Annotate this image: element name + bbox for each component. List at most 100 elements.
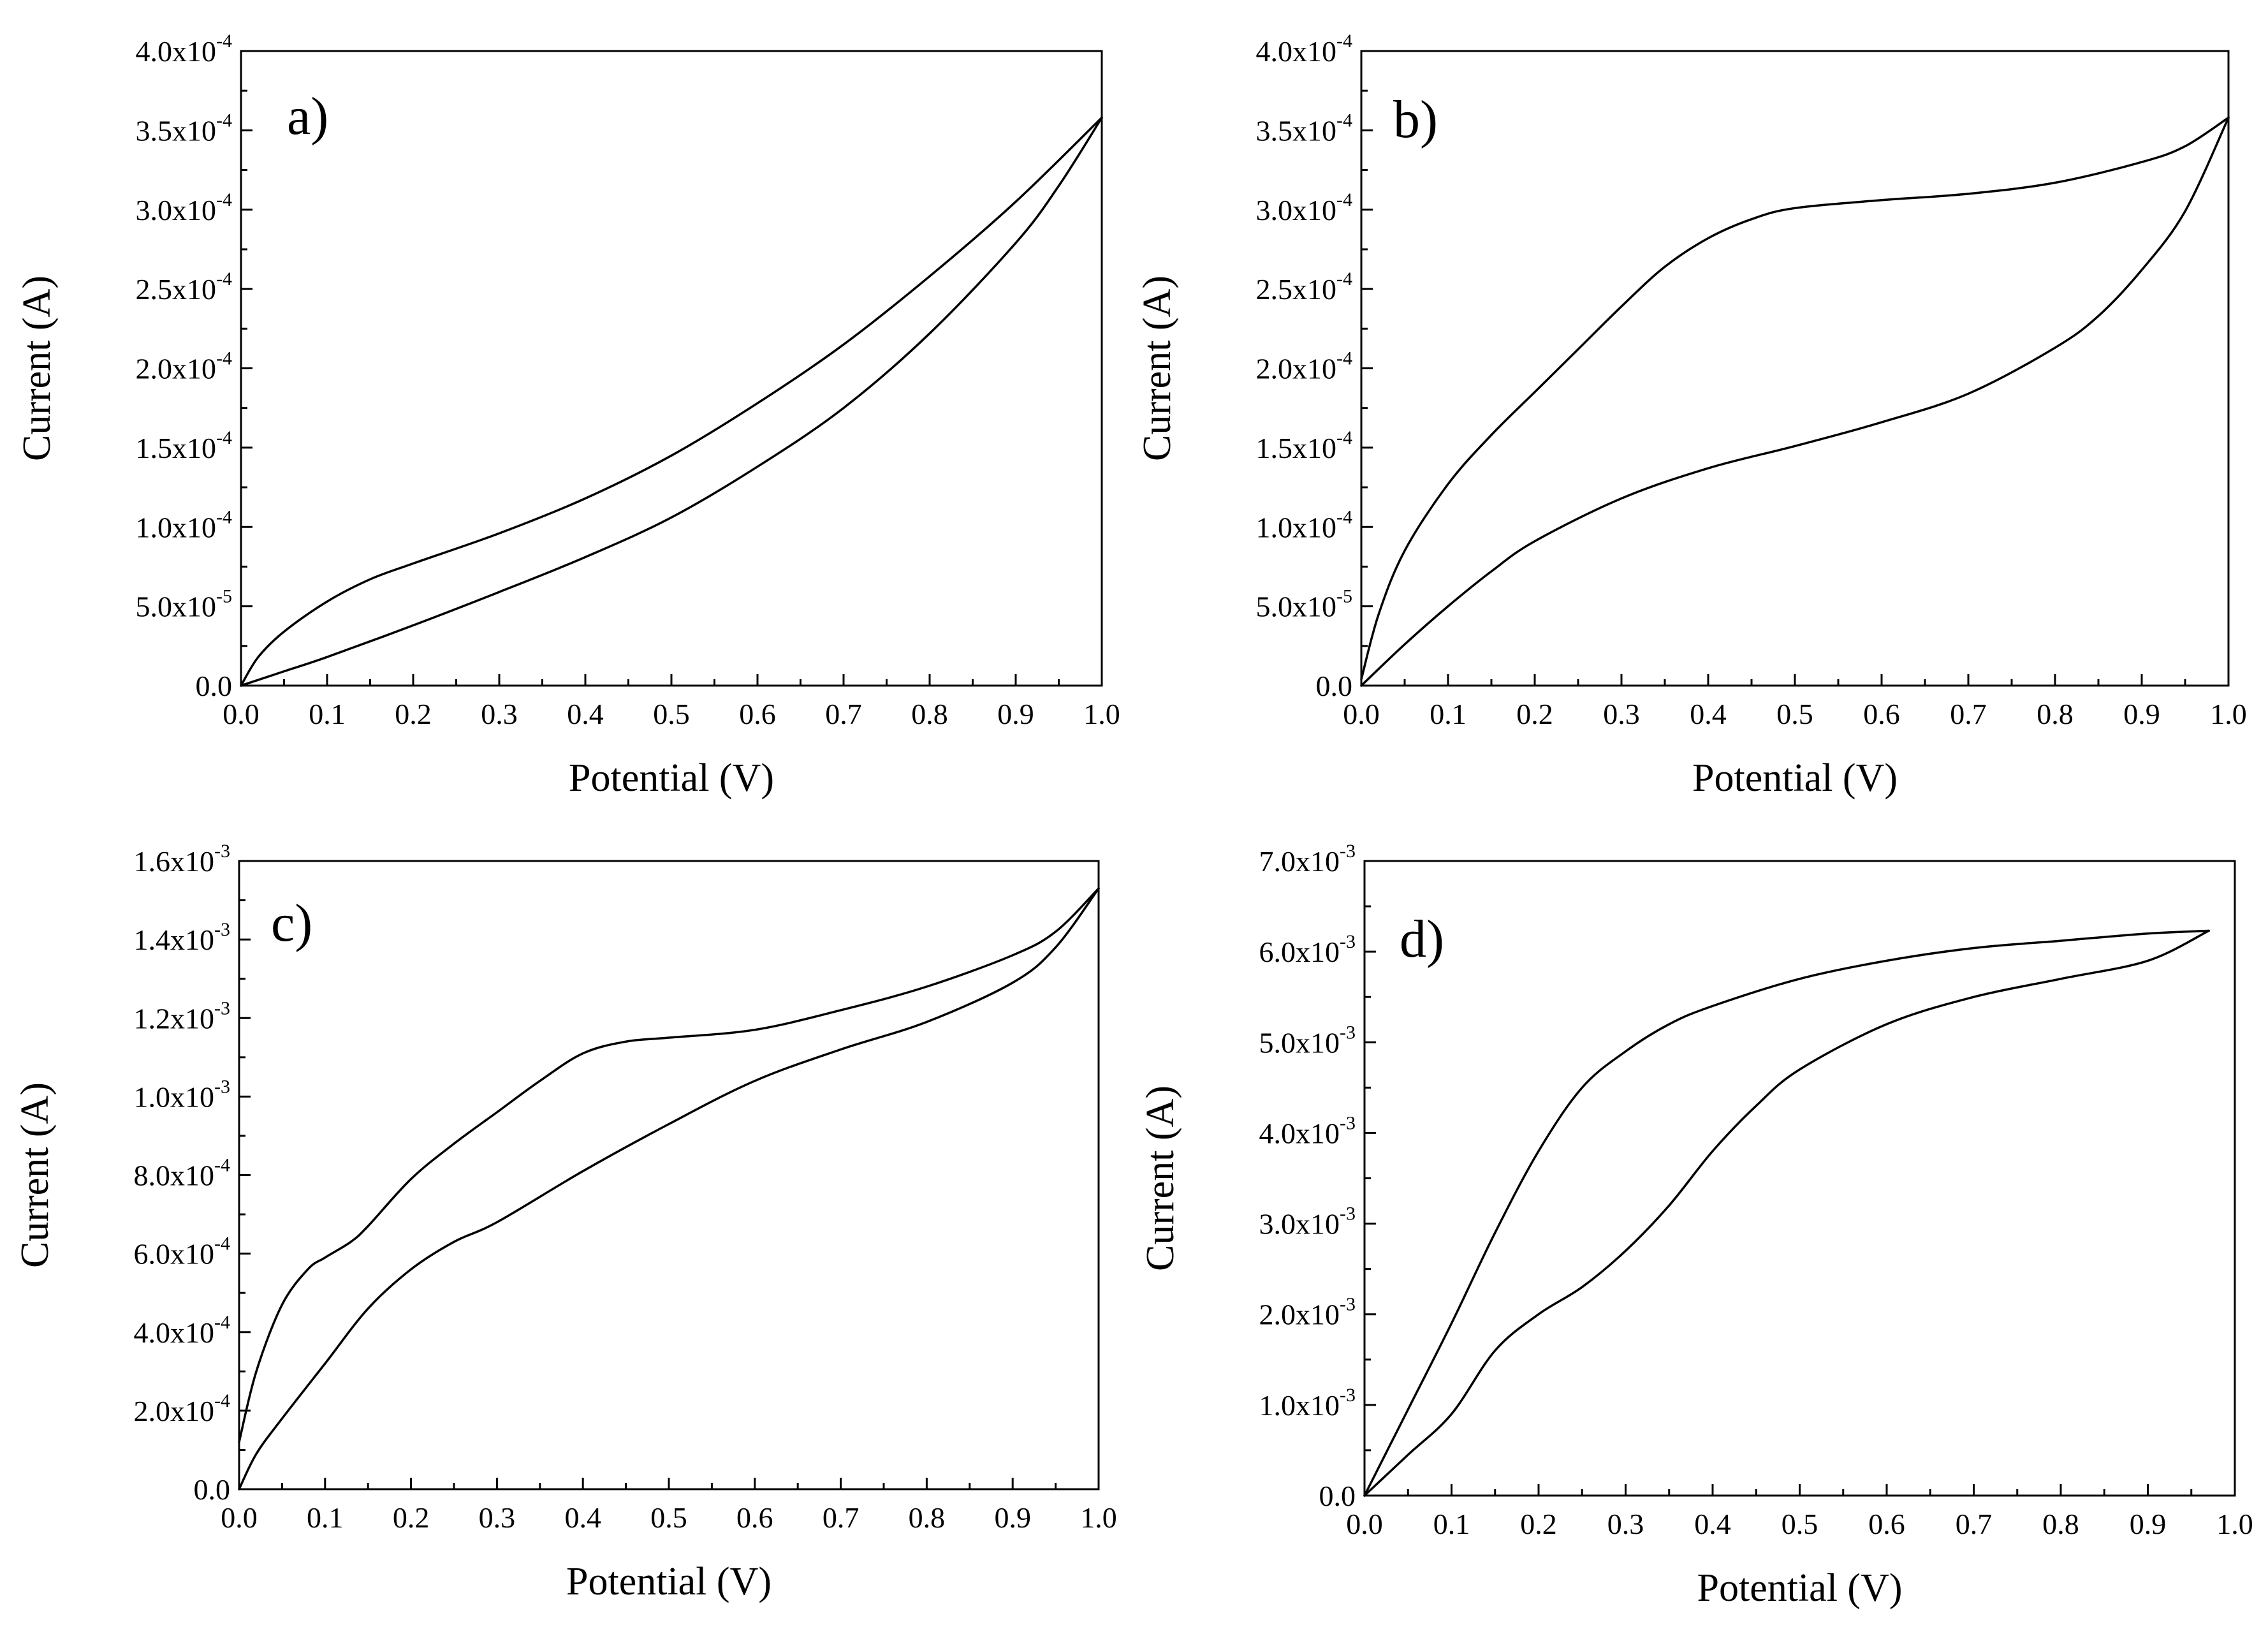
panel-letter: d) [1400, 909, 1444, 969]
plot-frame [1363, 860, 2236, 1497]
reverse-scan-curve [1363, 929, 2210, 1497]
panel-a: 0.0 0.1 0.2 0.3 0.4 0.5 0.6 0.7 0.8 0.9 1.0 0.0 5.0x… [15, 31, 1120, 800]
plot-frame [238, 860, 1100, 1490]
x-tick-label: 0.3 [481, 698, 518, 730]
x-tick-label: 0.4 [567, 698, 604, 730]
reverse-scan-curve [238, 887, 1100, 1490]
y-tick-label: 1.2x10-3 [134, 997, 231, 1034]
x-axis-label: Potential (V) [566, 1560, 772, 1603]
y-tick-label: 0.0 [194, 1473, 231, 1506]
y-tick-label: 1.0x10-4 [1256, 506, 1353, 543]
forward-scan-curve [1363, 929, 2210, 1497]
x-tick-label: 0.5 [1781, 1508, 1818, 1540]
x-tick-label: 0.4 [1690, 698, 1727, 730]
x-tick-label: 0.5 [650, 1501, 687, 1534]
y-tick-label: 0.0 [196, 670, 233, 702]
x-tick-label: 0.2 [393, 1501, 430, 1534]
x-axis-label: Potential (V) [1697, 1566, 1903, 1610]
x-tick-label: 0.7 [823, 1501, 860, 1534]
x-tick-label: 0.9 [2123, 698, 2160, 730]
panel-b: 0.0 0.1 0.2 0.3 0.4 0.5 0.6 0.7 0.8 0.9 1.0 0.0 5.0x… [1136, 31, 2247, 800]
y-axis-label: Current (A) [1136, 276, 1179, 461]
y-tick-label: 8.0x10-4 [134, 1155, 231, 1192]
x-tick-label: 0.8 [909, 1501, 946, 1534]
x-tick-label: 0.2 [1516, 698, 1553, 730]
panel-letter: c) [271, 894, 312, 953]
y-tick-label: 4.0x10-4 [1256, 31, 1353, 68]
x-tick-label: 0.1 [1433, 1508, 1470, 1540]
plot-frame [240, 50, 1103, 687]
y-tick-label: 4.0x10-4 [136, 31, 233, 68]
x-tick-label: 1.0 [2216, 1508, 2253, 1540]
y-tick-label: 3.5x10-4 [1256, 110, 1353, 147]
x-tick-label: 0.1 [309, 698, 346, 730]
x-tick-label: 0.0 [1343, 698, 1380, 730]
x-tick-label: 0.1 [307, 1501, 344, 1534]
x-tick-label: 0.0 [221, 1501, 258, 1534]
y-tick-label: 2.0x10-3 [1259, 1294, 1356, 1331]
x-tick-label: 0.9 [994, 1501, 1031, 1534]
y-tick-label: 3.0x10-4 [136, 189, 233, 226]
y-tick-label: 7.0x10-3 [1259, 841, 1356, 878]
reverse-scan-curve [240, 116, 1103, 687]
x-tick-label: 0.7 [1956, 1508, 1993, 1540]
y-tick-label: 5.0x10-3 [1259, 1022, 1356, 1059]
y-tick-label: 3.0x10-3 [1259, 1203, 1356, 1240]
x-tick-label: 0.5 [1776, 698, 1813, 730]
x-tick-label: 0.6 [736, 1501, 773, 1534]
x-tick-label: 0.0 [1346, 1508, 1383, 1540]
x-tick-label: 0.5 [653, 698, 690, 730]
y-axis-label: Current (A) [13, 1082, 57, 1268]
y-tick-label: 0.0 [1316, 670, 1353, 702]
y-tick-label: 0.0 [1319, 1480, 1356, 1512]
panel-letter: a) [287, 87, 328, 146]
forward-scan-curve [1360, 116, 2230, 681]
x-tick-label: 0.3 [1607, 1508, 1644, 1540]
y-tick-label: 1.5x10-4 [1256, 427, 1353, 464]
x-tick-label: 0.8 [2042, 1508, 2079, 1540]
y-tick-label: 1.4x10-3 [134, 919, 231, 956]
y-tick-label: 3.5x10-4 [136, 110, 233, 147]
y-tick-label: 3.0x10-4 [1256, 189, 1353, 226]
x-tick-label: 0.2 [1520, 1508, 1557, 1540]
x-tick-label: 0.8 [911, 698, 948, 730]
y-axis-label: Current (A) [15, 276, 59, 461]
y-tick-label: 2.0x10-4 [1256, 348, 1353, 385]
y-tick-label: 1.0x10-3 [134, 1076, 231, 1113]
y-tick-label: 6.0x10-4 [134, 1233, 231, 1270]
x-tick-label: 0.9 [997, 698, 1034, 730]
x-tick-label: 0.4 [1694, 1508, 1731, 1540]
y-tick-label: 1.6x10-3 [134, 841, 231, 878]
x-tick-label: 0.4 [564, 1501, 601, 1534]
x-tick-label: 0.9 [2130, 1508, 2167, 1540]
y-tick-label: 2.0x10-4 [136, 348, 233, 385]
plot-frame [1360, 50, 2230, 687]
y-tick-label: 5.0x10-5 [136, 586, 233, 623]
y-axis-label: Current (A) [1139, 1085, 1182, 1271]
x-axis-label: Potential (V) [1692, 756, 1898, 800]
x-tick-label: 0.8 [2037, 698, 2074, 730]
x-tick-label: 1.0 [2210, 698, 2247, 730]
panel-letter: b) [1393, 90, 1438, 149]
panel-c: 0.0 0.1 0.2 0.3 0.4 0.5 0.6 0.7 0.8 0.9 1.0 0.0 2.0x… [13, 841, 1117, 1603]
y-tick-label: 4.0x10-4 [134, 1312, 231, 1349]
x-tick-label: 0.6 [1863, 698, 1900, 730]
y-tick-label: 6.0x10-3 [1259, 931, 1356, 968]
x-tick-label: 0.1 [1430, 698, 1467, 730]
y-tick-label: 1.5x10-4 [136, 427, 233, 464]
x-tick-label: 0.6 [739, 698, 776, 730]
y-tick-label: 2.5x10-4 [1256, 269, 1353, 305]
y-tick-label: 1.0x10-3 [1259, 1385, 1356, 1422]
y-tick-label: 2.0x10-4 [134, 1390, 231, 1427]
x-tick-label: 1.0 [1083, 698, 1120, 730]
x-tick-label: 0.3 [479, 1501, 516, 1534]
x-tick-label: 0.6 [1868, 1508, 1905, 1540]
y-tick-label: 4.0x10-3 [1259, 1112, 1356, 1149]
x-tick-label: 0.7 [1950, 698, 1987, 730]
y-tick-label: 1.0x10-4 [136, 506, 233, 543]
panel-d: 0.0 0.1 0.2 0.3 0.4 0.5 0.6 0.7 0.8 0.9 1.0 0.0 1.0x… [1139, 841, 2253, 1610]
y-tick-label: 2.5x10-4 [136, 269, 233, 305]
x-axis-label: Potential (V) [569, 756, 774, 800]
